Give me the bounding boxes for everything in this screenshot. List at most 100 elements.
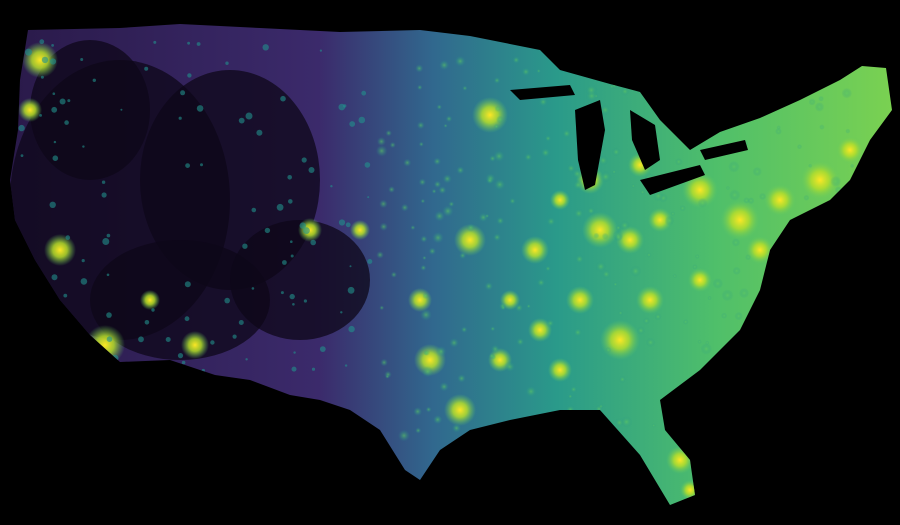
density-speck [636,326,646,335]
density-speck [32,338,35,341]
density-speck [196,42,201,46]
density-speck [838,263,843,268]
density-speck [65,235,71,240]
city-hotspot [616,226,644,254]
density-speck [330,185,333,188]
density-speck [493,233,502,242]
density-speck [756,340,763,347]
density-speck [751,334,758,341]
density-speck [620,416,633,428]
density-speck [852,394,863,405]
density-speck [611,169,617,175]
density-speck [290,254,294,258]
density-speck [428,247,436,255]
density-speck [181,360,186,365]
density-speck [256,129,263,136]
density-speck [546,319,555,328]
density-speck [792,234,797,239]
density-speck [78,325,82,329]
density-speck [25,48,32,56]
density-speck [834,186,843,194]
density-speck [379,199,388,209]
density-speck [707,295,712,301]
density-speck [375,145,388,157]
density-speck [585,84,598,97]
density-speck [496,115,504,124]
density-speck [849,308,861,320]
density-speck [438,186,447,195]
density-speck [106,336,113,343]
density-speck [288,199,293,204]
density-speck [600,104,611,116]
density-speck [264,227,271,234]
density-speck [598,155,609,166]
density-speck [287,175,293,180]
city-hotspot [746,236,774,264]
density-speck [364,162,371,168]
density-speck [439,382,449,392]
density-speck [573,208,584,219]
density-speck [166,361,172,367]
density-speck [185,163,191,169]
density-speck [151,308,155,312]
density-speck [808,277,817,286]
city-hotspot [688,268,712,292]
density-speck [721,289,734,302]
density-speck [423,349,431,356]
density-speck [238,320,244,325]
density-speck [462,85,468,91]
density-speck [694,254,700,259]
density-speck [618,375,627,384]
density-speck [144,320,150,325]
density-speck [819,124,825,130]
density-speck [521,67,531,77]
density-speck [187,73,192,78]
density-speck [280,291,284,295]
density-speck [656,107,666,118]
density-speck [716,449,721,454]
density-speck [753,421,763,431]
density-speck [509,197,516,205]
density-speck [599,171,612,183]
density-speck [201,368,205,373]
density-speck [679,205,686,212]
city-hotspot [408,288,432,312]
density-speck [755,454,761,459]
density-speck [443,123,448,128]
density-speck [376,137,386,146]
density-speck [301,157,307,163]
density-speck [232,334,237,339]
density-speck [388,186,395,193]
density-speck [545,265,551,272]
density-speck [484,281,494,291]
density-speck [601,269,611,279]
density-speck [51,44,54,47]
density-speck [541,445,552,457]
density-speck [343,104,347,108]
density-speck [735,389,746,400]
city-hotspot [85,325,125,365]
density-speck [736,417,746,428]
density-speck [566,163,576,173]
density-speck [646,252,652,258]
city-hotspot [582,212,618,248]
sparse-region [230,220,370,340]
density-speck [340,311,343,314]
density-speck [536,278,546,287]
density-speck [434,210,445,222]
lake [575,100,605,190]
density-speck [738,426,746,434]
density-speck [439,60,450,71]
density-speck [349,121,356,127]
density-speck [600,432,611,443]
density-speck [385,374,390,379]
density-speck [40,75,44,79]
density-speck [779,438,787,446]
density-speck [280,95,286,102]
density-speck [739,288,750,299]
density-speck [153,40,157,44]
density-speck [700,343,712,355]
density-speck [345,222,351,228]
density-speck [82,145,85,148]
density-speck [61,342,65,346]
